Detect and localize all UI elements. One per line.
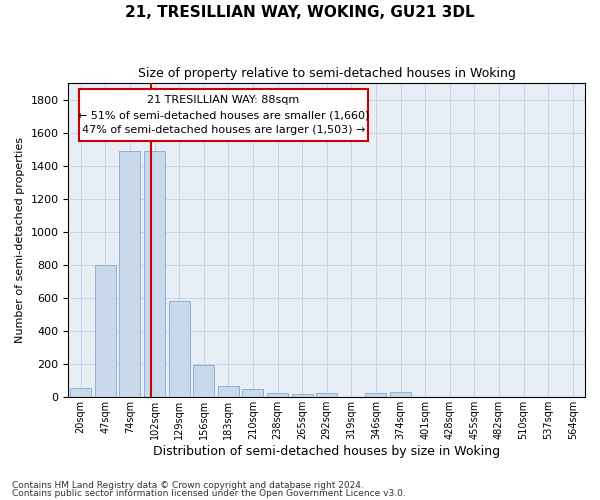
X-axis label: Distribution of semi-detached houses by size in Woking: Distribution of semi-detached houses by … xyxy=(153,444,500,458)
Text: 21 TRESILLIAN WAY: 88sqm
← 51% of semi-detached houses are smaller (1,660)
47% o: 21 TRESILLIAN WAY: 88sqm ← 51% of semi-d… xyxy=(77,96,369,135)
Bar xyxy=(169,301,190,397)
Title: Size of property relative to semi-detached houses in Woking: Size of property relative to semi-detach… xyxy=(138,68,515,80)
Bar xyxy=(193,366,214,397)
Bar xyxy=(267,394,288,397)
FancyBboxPatch shape xyxy=(79,90,368,141)
Bar xyxy=(218,386,239,397)
Bar xyxy=(365,392,386,397)
Bar xyxy=(390,392,411,397)
Bar xyxy=(70,388,91,397)
Text: 21, TRESILLIAN WAY, WOKING, GU21 3DL: 21, TRESILLIAN WAY, WOKING, GU21 3DL xyxy=(125,5,475,20)
Bar xyxy=(242,390,263,397)
Text: Contains HM Land Registry data © Crown copyright and database right 2024.: Contains HM Land Registry data © Crown c… xyxy=(12,481,364,490)
Bar xyxy=(95,264,116,397)
Bar xyxy=(144,151,165,397)
Y-axis label: Number of semi-detached properties: Number of semi-detached properties xyxy=(15,137,25,343)
Text: Contains public sector information licensed under the Open Government Licence v3: Contains public sector information licen… xyxy=(12,488,406,498)
Bar xyxy=(119,151,140,397)
Bar xyxy=(292,394,313,397)
Bar xyxy=(316,394,337,397)
